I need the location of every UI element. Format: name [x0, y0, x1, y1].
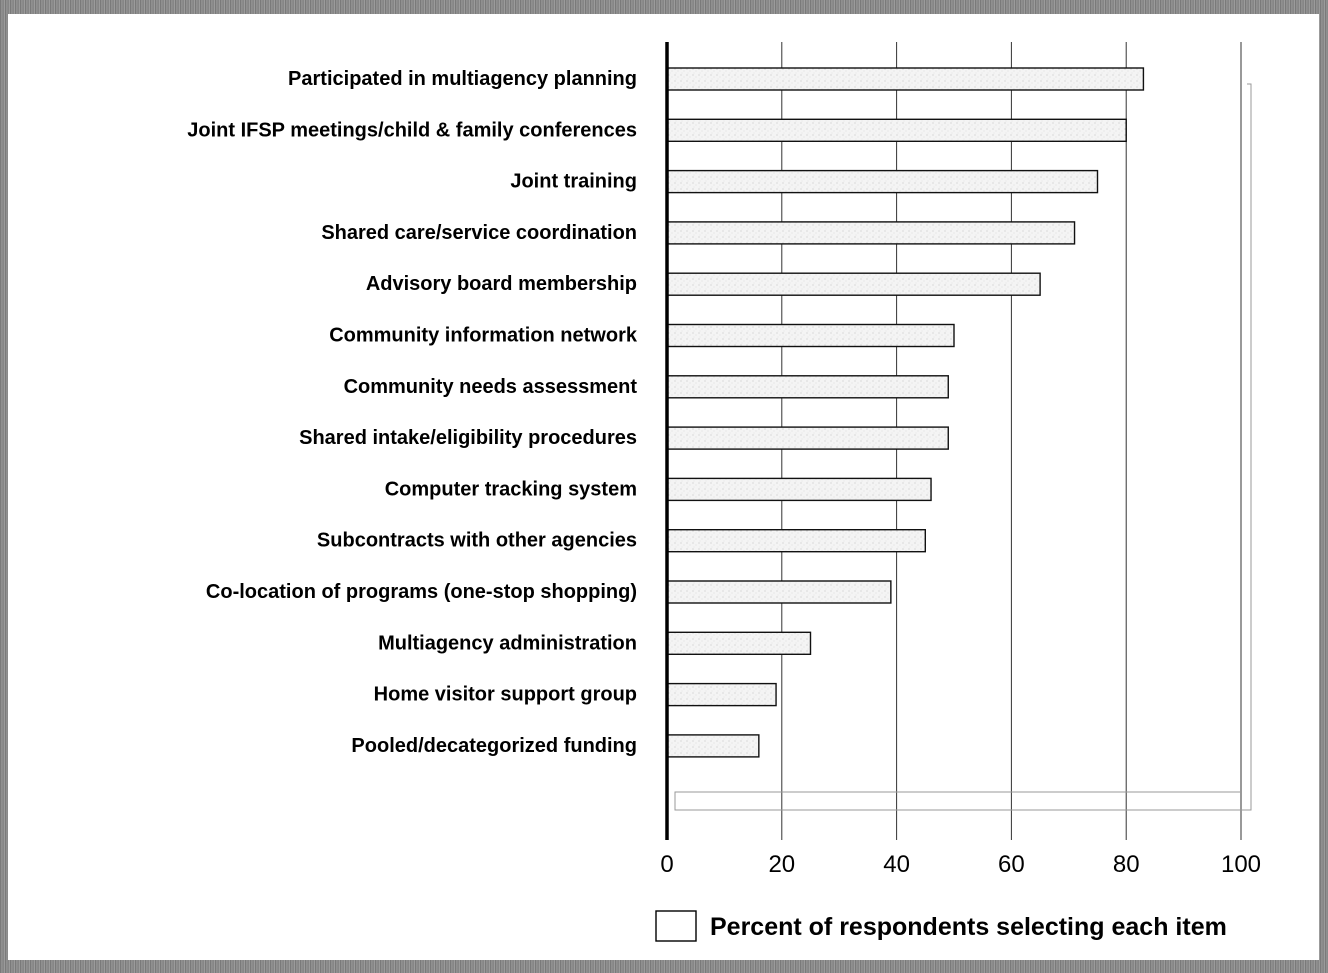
category-label: Home visitor support group	[374, 684, 637, 706]
category-labels: Participated in multiagency planning Join…	[187, 68, 638, 757]
category-label: Co-location of programs (one-stop shoppi…	[206, 581, 637, 603]
x-tick-label: 80	[1113, 851, 1140, 878]
bar	[666, 375, 949, 399]
bar	[666, 426, 949, 450]
bar	[666, 682, 777, 707]
bar	[666, 221, 1076, 245]
legend-label: Percent of respondents selecting each it…	[710, 913, 1227, 941]
category-label: Advisory board membership	[366, 273, 637, 295]
x-axis: 0 20 40 60 80 100	[660, 42, 1261, 878]
category-label: Multiagency administration	[378, 632, 637, 654]
bar	[666, 169, 1099, 194]
x-tick-label: 40	[883, 851, 910, 878]
bar	[666, 272, 1041, 296]
category-label: Shared care/service coordination	[321, 222, 637, 244]
category-label: Participated in multiagency planning	[288, 68, 637, 90]
frame-bracket	[674, 83, 1252, 811]
category-label: Community needs assessment	[344, 376, 638, 398]
bar	[666, 118, 1127, 143]
category-label: Pooled/decategorized funding	[351, 735, 637, 757]
category-label: Joint training	[510, 171, 637, 193]
x-tick-label: 20	[768, 851, 795, 878]
x-tick-label: 0	[660, 851, 673, 878]
bar	[666, 631, 812, 655]
category-label: Computer tracking system	[385, 478, 637, 500]
category-label: Community information network	[329, 325, 638, 347]
bar	[666, 529, 926, 553]
legend-swatch	[655, 910, 697, 942]
bar	[666, 477, 932, 502]
category-label: Joint IFSP meetings/child & family confe…	[187, 119, 637, 141]
category-label: Shared intake/eligibility procedures	[299, 427, 637, 449]
category-label: Subcontracts with other agencies	[317, 530, 637, 552]
x-tick-label: 60	[998, 851, 1025, 878]
bar	[666, 323, 955, 348]
bar	[666, 580, 892, 604]
bar	[666, 734, 760, 758]
bars	[666, 67, 1145, 758]
bar	[666, 67, 1145, 91]
x-tick-label: 100	[1221, 851, 1261, 878]
chart-panel: Participated in multiagency planning Join…	[8, 14, 1319, 960]
legend: Percent of respondents selecting each it…	[655, 910, 1227, 942]
bar-chart: Participated in multiagency planning Join…	[187, 42, 1261, 942]
